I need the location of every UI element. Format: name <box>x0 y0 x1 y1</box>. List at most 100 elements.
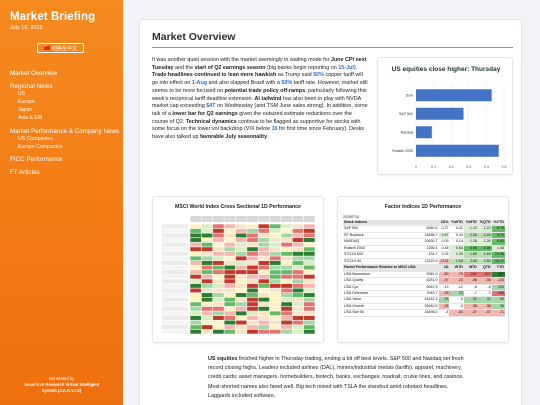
table-cell: 0.09 <box>438 238 450 246</box>
table-cell: 1.63 <box>449 258 464 266</box>
heatmap-cell <box>235 311 247 316</box>
text-segment: favorable July seasonality <box>199 134 268 141</box>
sidebar-item-market-performance-company-news[interactable]: Market Performance & Company News <box>10 127 120 135</box>
heatmap-cell <box>213 260 224 265</box>
table-cell: USA Size 60 <box>343 309 423 317</box>
heatmap-cell <box>269 238 281 243</box>
heatmap-cell <box>190 320 202 325</box>
heatmap-cell <box>258 233 270 238</box>
heatmap-cell <box>235 228 247 233</box>
heatmap-cell <box>247 238 258 243</box>
heatmap-cell <box>224 315 236 320</box>
heatmap-cell <box>213 251 224 256</box>
table-row: USA Quality 6281.0 -37 -22 -58 -58 -115 <box>343 277 505 285</box>
table-cell: USA Quality <box>343 277 423 285</box>
heatmap-cell <box>292 329 304 334</box>
heatmap-cell <box>281 329 292 334</box>
heatmap-row-label <box>162 238 188 243</box>
text-segment: , particularly following this week's rec… <box>152 87 367 102</box>
heatmap-cell <box>224 228 236 233</box>
heatmap-header-cell <box>281 216 292 222</box>
heatmap-cell <box>201 297 213 302</box>
bar-russell-2000 <box>416 144 499 157</box>
heatmap-cell <box>201 293 213 298</box>
heatmap-cell <box>190 270 202 275</box>
heatmap-row-label <box>162 279 188 284</box>
table-header-row: Factor Performance Relative to MSCI USA 1… <box>343 264 505 272</box>
heatmap-cell <box>269 306 281 311</box>
heatmap-cell <box>292 242 304 247</box>
table-cell: 1.69 <box>477 251 492 259</box>
heatmap-cell <box>281 242 292 247</box>
heatmap-cell <box>213 302 224 307</box>
sidebar-item-ficc-performance[interactable]: FICC Performance <box>10 156 63 164</box>
table-header-cell: 1D <box>438 264 450 272</box>
text-segment: 50% <box>313 72 324 79</box>
factor-table-date: 20250710 <box>343 215 359 219</box>
sidebar-item-ft-articles[interactable]: FT Articles <box>10 169 40 177</box>
heatmap-cell <box>269 279 281 284</box>
heatmap-cell <box>269 270 281 275</box>
heatmap-cell <box>190 224 202 229</box>
heatmap-cell <box>213 283 224 288</box>
heatmap-cell <box>303 247 315 252</box>
text-segment: 1-Aug <box>191 80 208 87</box>
table-cell: -71 <box>491 309 505 317</box>
heatmap-cell <box>281 279 292 284</box>
heatmap-header-cell <box>303 216 315 222</box>
heatmap-row-label <box>162 302 188 307</box>
sidebar-item-us[interactable]: US <box>18 91 26 97</box>
language-toggle-button[interactable]: 切换至中文 <box>37 43 84 53</box>
heatmap-row-label <box>162 224 188 229</box>
heatmap-cell <box>303 238 315 243</box>
heatmap-cell <box>258 242 270 247</box>
sidebar-item-asia-em[interactable]: Asia & EM <box>18 114 43 121</box>
heatmap-cell <box>269 325 281 330</box>
sidebar-item-japan[interactable]: Japan <box>18 106 33 113</box>
table-cell: USA Cyc <box>343 284 423 292</box>
text-segment: start of Q2 earnings season <box>194 64 266 71</box>
heatmap-cell <box>224 311 236 316</box>
heatmap-cell <box>190 274 202 279</box>
heatmap-cell <box>190 265 202 270</box>
sidebar-item-regional-news[interactable]: Regional News <box>10 83 53 90</box>
sidebar-item-europe[interactable]: Europe <box>18 98 35 105</box>
table-cell: -7 <box>463 290 478 298</box>
heatmap-cell <box>281 224 292 229</box>
heatmap-header-cell <box>235 216 247 222</box>
china-flag-icon <box>43 44 50 50</box>
table-cell: 0.27 <box>438 225 450 233</box>
heatmap-cell <box>235 260 247 265</box>
page-title: Market Overview <box>152 31 236 43</box>
heatmap-cell <box>303 251 315 256</box>
sidebar-item-europe-companies[interactable]: Europe Companies <box>18 143 63 150</box>
heatmap-cell <box>303 288 315 293</box>
heatmap-cell <box>213 238 224 243</box>
text-segment: (big banks begin reporting on <box>265 64 339 71</box>
text-segment: tariff rate. However, market still seems… <box>152 80 368 94</box>
heatmap-row-label <box>162 256 188 261</box>
heatmap-cell <box>247 247 258 252</box>
table-header-cell: %YTD <box>491 220 505 227</box>
table-header-cell: MTD <box>463 264 478 272</box>
table-header-cell: WTD <box>449 264 464 272</box>
heatmap-cell <box>201 238 213 243</box>
heatmap-cell <box>281 270 292 275</box>
sidebar-item-us-companies[interactable]: US Companies <box>18 135 53 142</box>
heatmap-row-label <box>162 270 188 275</box>
heatmap-cell <box>190 288 202 293</box>
heatmap-cell <box>235 224 247 229</box>
heatmap-cell <box>247 329 258 334</box>
sidebar-item-market-overview[interactable]: Market Overview <box>10 70 58 77</box>
heatmap-cell <box>224 251 236 256</box>
table-header-row: Stock Indices 1D% %WTD %MTD %QTD %YTD <box>343 220 505 227</box>
table-cell: 6.78 <box>491 225 505 233</box>
text-segment: . <box>267 134 269 141</box>
table-cell: 487 <box>491 271 505 279</box>
heatmap-cell <box>247 293 258 298</box>
table-cell: 25 <box>438 296 450 304</box>
heatmap-cell <box>258 297 270 302</box>
table-cell: 6280.5 <box>422 225 439 233</box>
table-cell: 1.69 <box>463 251 478 259</box>
table-cell: -38 <box>477 303 492 311</box>
